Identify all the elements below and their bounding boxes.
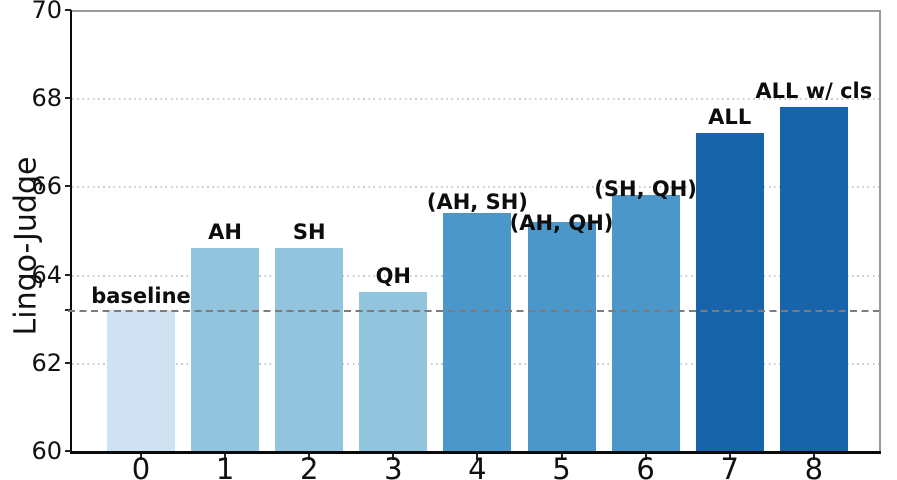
y-tick-label-60: 60 — [31, 437, 62, 465]
x-tick-5 — [560, 454, 563, 460]
bar-label-4: (AH, SH) — [426, 189, 528, 214]
y-tick-68 — [65, 97, 71, 100]
y-tick-66 — [65, 185, 71, 188]
x-tick-1 — [224, 454, 227, 460]
bar-3 — [359, 292, 428, 451]
gridline-y68 — [72, 98, 879, 101]
x-tick-4 — [476, 454, 479, 460]
bar-7 — [695, 133, 764, 451]
bar-label-2: SH — [292, 220, 326, 245]
x-tick-label-4: 4 — [468, 452, 487, 480]
bar-1 — [191, 248, 260, 451]
bar-label-3: QH — [375, 264, 412, 289]
bar-6 — [611, 195, 680, 451]
axis-spine-right — [879, 10, 881, 451]
x-tick-label-8: 8 — [804, 452, 824, 480]
plot-area: baseline AH SH QH (AH, SH) (AH, QH) (SH, QH) AL… — [68, 11, 879, 451]
x-tick-2 — [308, 454, 311, 460]
y-tick-60 — [65, 450, 71, 452]
y-tick-64 — [65, 273, 71, 276]
bar-5 — [527, 221, 596, 451]
x-tick-label-2: 2 — [299, 452, 319, 480]
x-tick-8 — [812, 454, 815, 460]
y-tick-label-68: 68 — [31, 84, 62, 113]
bar-2 — [275, 248, 344, 451]
y-tick-label-64: 64 — [31, 260, 62, 289]
x-tick-label-7: 7 — [720, 452, 739, 480]
y-tick-label-66: 66 — [31, 172, 62, 201]
x-tick-label-3: 3 — [384, 452, 403, 480]
x-tick-label-0: 0 — [131, 452, 151, 480]
y-tick-62 — [65, 361, 71, 364]
axis-spine-left — [70, 10, 72, 454]
bar-8 — [779, 107, 848, 451]
bar-label-5: (AH, QH) — [509, 210, 614, 235]
x-tick-6 — [644, 454, 647, 460]
x-tick-0 — [140, 454, 142, 460]
y-tick-label-70: 70 — [31, 0, 62, 24]
x-tick-7 — [728, 454, 731, 460]
bar-label-7: ALL — [708, 105, 752, 130]
bar-label-1: AH — [208, 220, 243, 245]
bar-label-0: baseline — [91, 283, 191, 308]
bar-label-6: (SH, QH) — [594, 177, 697, 202]
bar-0 — [107, 309, 175, 451]
gridline-y66 — [72, 186, 879, 189]
baseline-reference-line — [68, 309, 879, 312]
y-tick-label-62: 62 — [31, 348, 62, 377]
x-tick-label-6: 6 — [636, 452, 655, 480]
x-tick-label-1: 1 — [215, 452, 235, 480]
bar-4 — [443, 212, 512, 451]
axis-spine-bottom — [70, 451, 881, 454]
x-tick-label-5: 5 — [552, 452, 571, 480]
y-tick-70 — [65, 9, 71, 11]
bar-label-8: ALL w/ cls — [755, 79, 873, 104]
x-tick-3 — [392, 454, 395, 460]
axis-spine-top — [72, 10, 881, 12]
